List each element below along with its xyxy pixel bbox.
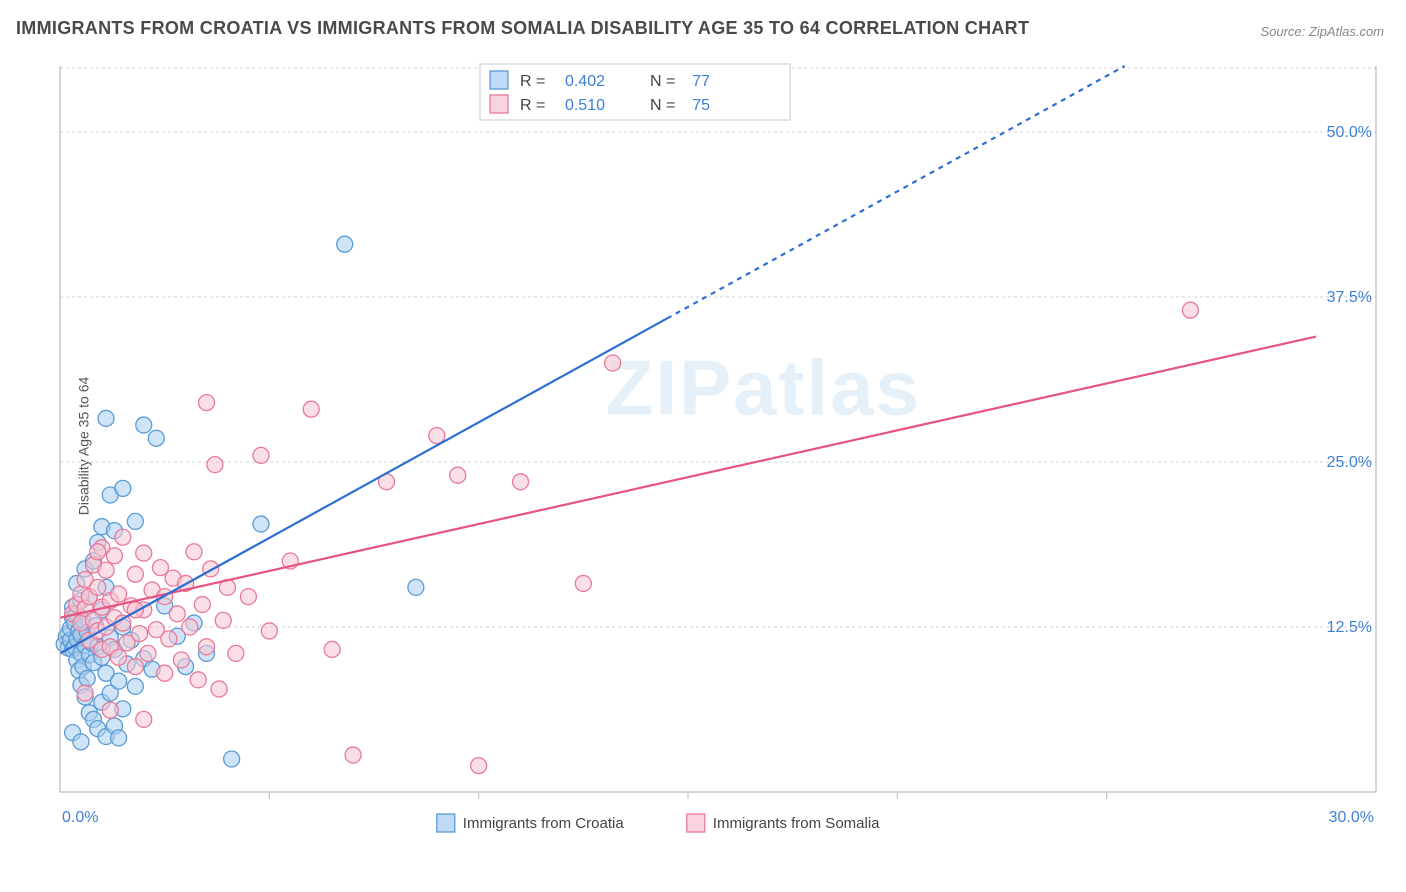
somalia-point xyxy=(157,665,173,681)
somalia-point xyxy=(111,649,127,665)
croatia-point xyxy=(253,516,269,532)
somalia-point xyxy=(303,401,319,417)
source-attribution: Source: ZipAtlas.com xyxy=(1260,24,1384,39)
plot-area: ZIPatlas 12.5% 25.0% 37.5% 50.0% 0.0% 30.0% R =… xyxy=(50,56,1386,836)
somalia-point xyxy=(77,685,93,701)
y-tick-label: 50.0% xyxy=(1327,124,1372,141)
somalia-point xyxy=(111,586,127,602)
somalia-point xyxy=(513,474,529,490)
croatia-point xyxy=(408,579,424,595)
somalia-point xyxy=(575,575,591,591)
somalia-point xyxy=(102,702,118,718)
somalia-point xyxy=(211,681,227,697)
legend-n-value: 77 xyxy=(692,73,710,90)
somalia-point xyxy=(98,562,114,578)
somalia-point xyxy=(1182,302,1198,318)
somalia-point xyxy=(240,589,256,605)
legend-r-value: 0.402 xyxy=(565,73,605,90)
somalia-point xyxy=(90,579,106,595)
somalia-point xyxy=(90,544,106,560)
legend-r-label: R = xyxy=(520,97,545,114)
somalia-point xyxy=(471,758,487,774)
croatia-point xyxy=(111,730,127,746)
legend-label-somalia: Immigrants from Somalia xyxy=(713,815,880,832)
somalia-point xyxy=(199,639,215,655)
somalia-point xyxy=(199,395,215,411)
croatia-point xyxy=(79,670,95,686)
somalia-point xyxy=(127,659,143,675)
legend-swatch-croatia xyxy=(437,814,455,832)
y-tick-label: 25.0% xyxy=(1327,454,1372,471)
legend-label-croatia: Immigrants from Croatia xyxy=(463,815,625,832)
y-tick-label: 37.5% xyxy=(1327,289,1372,306)
croatia-point xyxy=(111,673,127,689)
somalia-point xyxy=(182,619,198,635)
croatia-point xyxy=(136,417,152,433)
legend-n-label: N = xyxy=(650,97,675,114)
somalia-point xyxy=(115,529,131,545)
somalia-point xyxy=(161,631,177,647)
legend-r-value: 0.510 xyxy=(565,97,605,114)
x-min-label: 0.0% xyxy=(62,809,98,826)
somalia-point xyxy=(324,641,340,657)
legend-swatch xyxy=(490,95,508,113)
chart-title: IMMIGRANTS FROM CROATIA VS IMMIGRANTS FR… xyxy=(16,18,1029,39)
croatia-point xyxy=(127,678,143,694)
croatia-point xyxy=(98,410,114,426)
croatia-point xyxy=(73,734,89,750)
legend-swatch-somalia xyxy=(687,814,705,832)
somalia-point xyxy=(605,355,621,371)
x-max-label: 30.0% xyxy=(1329,809,1374,826)
somalia-point xyxy=(207,457,223,473)
legend-n-label: N = xyxy=(650,73,675,90)
somalia-point xyxy=(106,548,122,564)
somalia-point xyxy=(186,544,202,560)
croatia-point xyxy=(337,236,353,252)
somalia-point xyxy=(169,606,185,622)
somalia-point xyxy=(253,447,269,463)
somalia-point xyxy=(136,545,152,561)
watermark: ZIPatlas xyxy=(606,343,921,431)
somalia-point xyxy=(194,597,210,613)
somalia-point xyxy=(132,626,148,642)
somalia-point xyxy=(261,623,277,639)
croatia-point xyxy=(127,513,143,529)
legend-r-label: R = xyxy=(520,73,545,90)
croatia-point xyxy=(224,751,240,767)
chart-svg: ZIPatlas 12.5% 25.0% 37.5% 50.0% 0.0% 30.0% R =… xyxy=(50,56,1386,836)
legend-swatch xyxy=(490,71,508,89)
somalia-point xyxy=(136,711,152,727)
chart-container: IMMIGRANTS FROM CROATIA VS IMMIGRANTS FR… xyxy=(0,0,1406,892)
croatia-point xyxy=(148,430,164,446)
somalia-point xyxy=(127,566,143,582)
somalia-point xyxy=(173,652,189,668)
y-tick-label: 12.5% xyxy=(1327,619,1372,636)
somalia-point xyxy=(345,747,361,763)
somalia-point xyxy=(450,467,466,483)
legend-n-value: 75 xyxy=(692,97,710,114)
somalia-point xyxy=(190,672,206,688)
croatia-regression-line xyxy=(60,318,667,653)
croatia-point xyxy=(115,480,131,496)
somalia-point xyxy=(215,612,231,628)
somalia-point xyxy=(228,645,244,661)
somalia-point xyxy=(140,645,156,661)
